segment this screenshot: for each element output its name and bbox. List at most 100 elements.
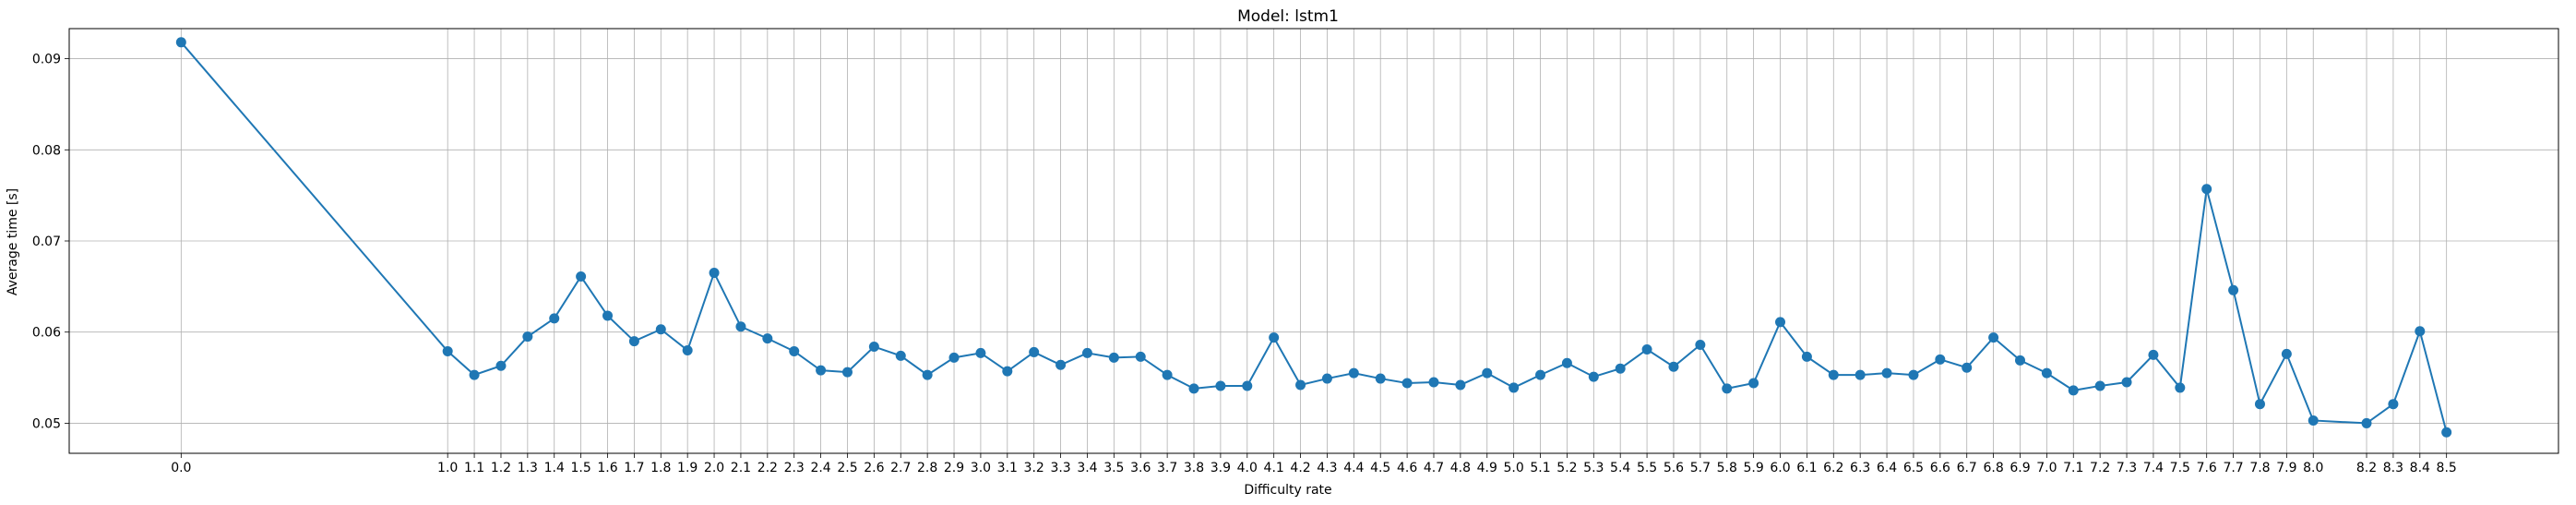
- data-point: [1108, 352, 1119, 363]
- x-tick-label: 6.7: [1957, 461, 1977, 475]
- data-point: [1988, 332, 1999, 343]
- x-tick-label: 2.4: [810, 461, 830, 475]
- data-point: [922, 369, 933, 380]
- y-tick-label: 0.06: [32, 326, 61, 341]
- data-point: [1348, 367, 1359, 379]
- x-tick-label: 8.3: [2383, 461, 2403, 475]
- data-point: [1162, 369, 1173, 380]
- data-point: [1321, 373, 1332, 384]
- x-tick-label: 8.5: [2437, 461, 2457, 475]
- data-point: [2228, 284, 2239, 295]
- data-point: [762, 333, 773, 344]
- x-tick-label: 1.0: [437, 461, 458, 475]
- data-point: [602, 310, 614, 321]
- data-point: [1401, 378, 1413, 389]
- data-point: [1828, 369, 1839, 380]
- x-tick-label: 7.9: [2276, 461, 2296, 475]
- data-point: [2281, 348, 2292, 359]
- x-tick-label: 6.6: [1930, 461, 1950, 475]
- x-tick-label: 7.8: [2249, 461, 2270, 475]
- x-tick-label: 3.3: [1050, 461, 1070, 475]
- x-tick-label: 8.2: [2356, 461, 2377, 475]
- data-point: [1002, 366, 1013, 377]
- data-point: [1801, 351, 1812, 362]
- x-tick-label: 6.2: [1823, 461, 1843, 475]
- data-point: [2308, 415, 2319, 426]
- data-point: [1509, 382, 1520, 393]
- x-tick-label: 3.1: [997, 461, 1018, 475]
- x-tick-label: 7.4: [2143, 461, 2164, 475]
- x-tick-label: 2.6: [864, 461, 884, 475]
- y-axis-label: Average time [s]: [6, 188, 20, 295]
- data-point: [1428, 377, 1439, 388]
- data-point: [1935, 354, 1946, 365]
- x-tick-label: 5.6: [1664, 461, 1684, 475]
- data-point: [1668, 361, 1679, 372]
- x-tick-label: 4.7: [1424, 461, 1444, 475]
- data-point: [2068, 385, 2079, 396]
- data-point: [1269, 332, 1280, 343]
- data-point: [868, 342, 879, 353]
- data-point: [1055, 359, 1067, 370]
- y-tick-label: 0.05: [32, 416, 61, 431]
- x-tick-label: 5.2: [1556, 461, 1577, 475]
- data-point: [1135, 351, 1146, 362]
- data-point: [1695, 340, 1706, 351]
- data-point: [895, 350, 906, 361]
- x-tick-label: 4.2: [1290, 461, 1310, 475]
- data-point: [1748, 378, 1759, 389]
- data-point: [1375, 373, 1386, 384]
- data-point: [2148, 349, 2159, 360]
- x-tick-label: 4.8: [1450, 461, 1471, 475]
- data-point: [1588, 371, 1599, 382]
- data-point: [469, 369, 480, 380]
- data-point: [1641, 343, 1652, 355]
- data-point: [1561, 357, 1572, 368]
- x-tick-label: 3.8: [1184, 461, 1204, 475]
- x-tick-label: 8.4: [2410, 461, 2430, 475]
- data-point: [1482, 367, 1493, 379]
- x-tick-label: 7.6: [2197, 461, 2217, 475]
- x-tick-label: 1.6: [597, 461, 617, 475]
- series: [175, 37, 2452, 438]
- x-tick-label: 6.3: [1850, 461, 1870, 475]
- data-point: [2041, 367, 2052, 379]
- x-tick-label: 3.6: [1130, 461, 1151, 475]
- x-tick-label: 4.1: [1264, 461, 1284, 475]
- data-point: [628, 336, 639, 347]
- data-point: [522, 331, 533, 343]
- x-tick-label: 3.0: [971, 461, 991, 475]
- data-point: [175, 37, 186, 48]
- data-point: [1215, 380, 1226, 391]
- x-tick-label: 2.0: [704, 461, 724, 475]
- x-tick-label: 2.5: [837, 461, 857, 475]
- data-point: [1242, 380, 1253, 391]
- y-tick-label: 0.08: [32, 143, 61, 158]
- x-tick-label: 4.9: [1477, 461, 1497, 475]
- data-point: [2121, 377, 2132, 388]
- data-point: [2361, 417, 2372, 428]
- x-tick-label: 6.9: [2010, 461, 2030, 475]
- x-tick-label: 4.5: [1370, 461, 1390, 475]
- x-tick-label: 4.6: [1397, 461, 1417, 475]
- x-tick-label: 7.3: [2117, 461, 2137, 475]
- data-point: [495, 360, 507, 371]
- x-tick-label: 4.3: [1317, 461, 1337, 475]
- series-line: [180, 42, 2448, 433]
- chart-title: Model: lstm1: [1237, 7, 1339, 26]
- x-tick-label: 1.4: [544, 461, 565, 475]
- x-tick-label: 1.2: [491, 461, 511, 475]
- data-point: [2388, 399, 2399, 410]
- x-tick-label: 8.0: [2303, 461, 2323, 475]
- data-point: [709, 268, 720, 279]
- x-tick-label: 2.8: [917, 461, 937, 475]
- data-point: [735, 321, 746, 332]
- data-point: [2201, 184, 2212, 195]
- data-point: [2415, 326, 2426, 337]
- x-tick-label: 2.7: [890, 461, 911, 475]
- data-point: [1188, 383, 1199, 394]
- x-tick-label: 0.0: [171, 461, 191, 475]
- data-point: [1775, 317, 1786, 328]
